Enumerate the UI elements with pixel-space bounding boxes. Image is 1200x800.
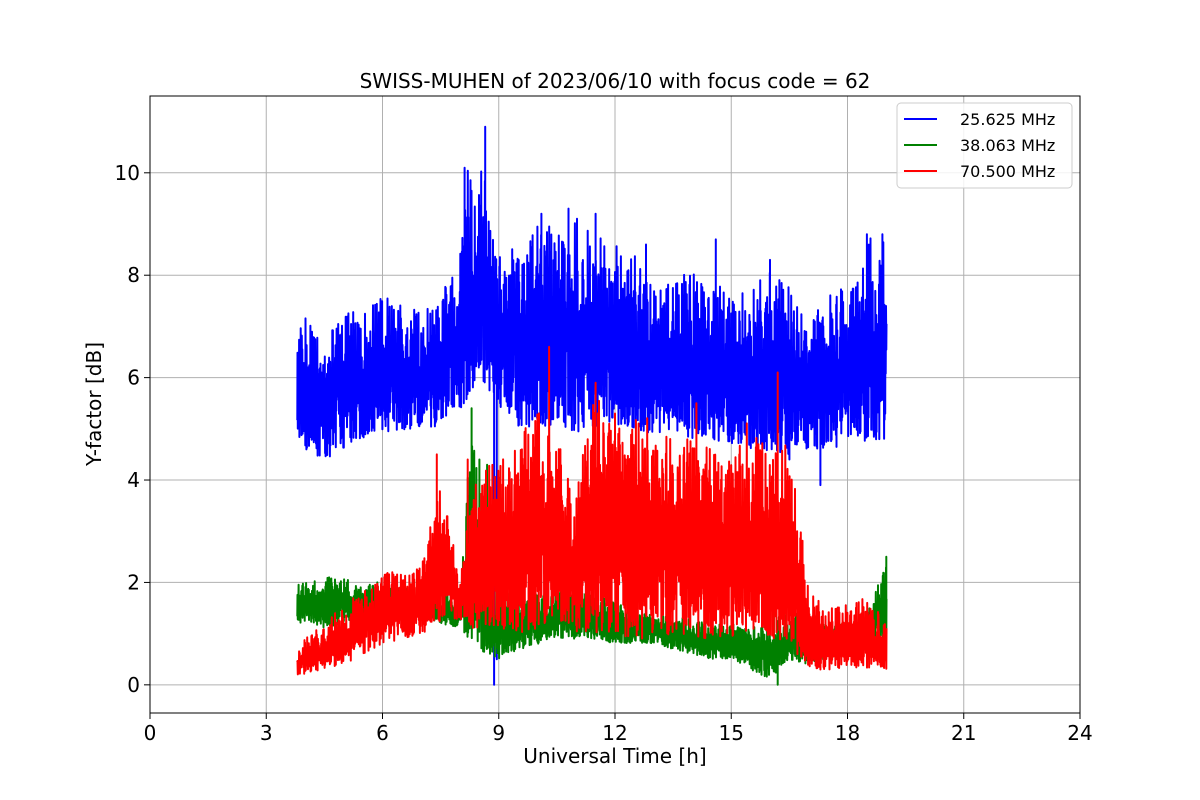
series-trace (296, 345, 888, 676)
series-1 (296, 125, 888, 686)
y-tick-label: 0 (127, 673, 140, 697)
series-3 (296, 345, 888, 676)
y-tick-label: 6 (127, 366, 140, 390)
x-tick-label: 18 (835, 721, 860, 745)
legend-label-series-1: 25.625 MHz (960, 110, 1055, 129)
y-tick-label: 2 (127, 570, 140, 594)
legend: 25.625 MHz 38.063 MHz 70.500 MHz (896, 102, 1073, 189)
x-tick-label: 12 (602, 721, 627, 745)
legend-box (896, 102, 1073, 189)
legend-label-series-2: 38.063 MHz (960, 136, 1055, 155)
x-tick-label: 6 (376, 721, 389, 745)
x-tick-label: 9 (492, 721, 505, 745)
y-tick-label: 8 (127, 263, 140, 287)
x-tick-label: 24 (1067, 721, 1092, 745)
y-tick-label: 10 (115, 161, 140, 185)
y-tick-label: 4 (127, 468, 140, 492)
plot-series (296, 125, 888, 686)
chart-title: SWISS-MUHEN of 2023/06/10 with focus cod… (360, 69, 871, 93)
x-tick-label: 3 (260, 721, 273, 745)
legend-label-series-3: 70.500 MHz (960, 162, 1055, 181)
series-trace (296, 125, 888, 686)
x-tick-label: 0 (144, 721, 157, 745)
y-axis-label: Y-factor [dB] (82, 342, 106, 467)
x-axis-label: Universal Time [h] (523, 744, 706, 768)
x-tick-label: 21 (951, 721, 976, 745)
x-tick-label: 15 (719, 721, 744, 745)
